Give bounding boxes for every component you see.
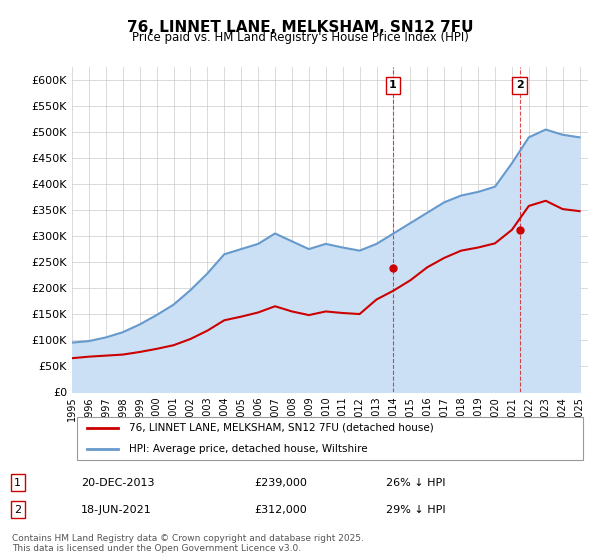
Text: 2: 2 — [14, 505, 22, 515]
Text: 1: 1 — [14, 478, 21, 488]
Text: Contains HM Land Registry data © Crown copyright and database right 2025.
This d: Contains HM Land Registry data © Crown c… — [12, 534, 364, 553]
Text: HPI: Average price, detached house, Wiltshire: HPI: Average price, detached house, Wilt… — [129, 444, 367, 454]
Text: 76, LINNET LANE, MELKSHAM, SN12 7FU: 76, LINNET LANE, MELKSHAM, SN12 7FU — [127, 20, 473, 35]
Text: 76, LINNET LANE, MELKSHAM, SN12 7FU (detached house): 76, LINNET LANE, MELKSHAM, SN12 7FU (det… — [129, 423, 434, 433]
Text: 29% ↓ HPI: 29% ↓ HPI — [386, 505, 446, 515]
Text: 20-DEC-2013: 20-DEC-2013 — [81, 478, 155, 488]
Text: 26% ↓ HPI: 26% ↓ HPI — [386, 478, 446, 488]
Text: Price paid vs. HM Land Registry's House Price Index (HPI): Price paid vs. HM Land Registry's House … — [131, 31, 469, 44]
FancyBboxPatch shape — [77, 417, 583, 460]
Text: 2: 2 — [516, 81, 524, 90]
Text: £312,000: £312,000 — [254, 505, 307, 515]
Text: 1: 1 — [389, 81, 397, 90]
Text: £239,000: £239,000 — [254, 478, 307, 488]
Text: 18-JUN-2021: 18-JUN-2021 — [81, 505, 152, 515]
